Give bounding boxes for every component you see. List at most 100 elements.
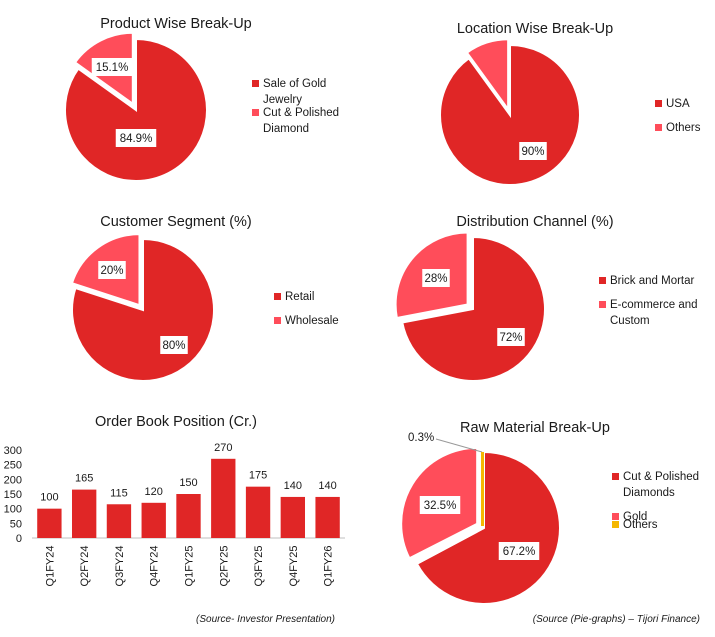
product-legend-label-1: Cut & Polished [263, 107, 339, 119]
distribution-slice-label-1: 28% [424, 273, 447, 285]
customer-legend-swatch-0 [274, 293, 281, 300]
product-slice-label-1-box [91, 58, 133, 76]
location-slice-label-0: 90% [521, 146, 544, 158]
location-chart: Location Wise Break-Up 90% USA Others [439, 21, 701, 186]
rawmaterial-slice-2-sliver [481, 452, 484, 526]
y-tick-label: 0 [16, 533, 22, 545]
bar-value-label: 140 [284, 480, 302, 492]
product-slice-0 [64, 37, 208, 182]
bar-value-label: 140 [318, 480, 336, 492]
location-legend-label-0: USA [666, 98, 690, 110]
bar-Q4FY24 [141, 502, 166, 538]
rawmaterial-slice-label-1: 32.5% [424, 500, 457, 512]
bar-Q4FY25 [280, 496, 306, 538]
rawmaterial-slice-label-1-box [419, 496, 461, 514]
product-legend-label-1: Diamond [263, 123, 309, 135]
distribution-legend-swatch-0 [599, 277, 606, 284]
location-slice-0 [439, 43, 581, 186]
product-slice-label-0: 84.9% [120, 133, 153, 145]
rawmaterial-slice-label-2: 0.3% [408, 432, 434, 444]
y-tick-label: 300 [4, 445, 22, 457]
y-tick-label: 50 [10, 518, 22, 530]
customer-legend-swatch-1 [274, 317, 281, 324]
product-legend-swatch-1 [252, 109, 259, 116]
distribution-legend-label-0: Brick and Mortar [610, 275, 695, 287]
x-tick-label: Q1FY24 [44, 546, 56, 587]
location-legend-swatch-0 [655, 100, 662, 107]
bar-value-label: 175 [249, 470, 267, 482]
rawmaterial-title: Raw Material Break-Up [460, 420, 610, 436]
y-tick-label: 100 [4, 504, 22, 516]
x-tick-label: Q2FY24 [79, 546, 91, 587]
rawmaterial-legend-swatch-1 [612, 513, 619, 520]
bar-value-label: 270 [214, 442, 232, 454]
customer-slice-label-0-box [160, 336, 188, 354]
location-legend-swatch-1 [655, 124, 662, 131]
bar-value-label: 150 [179, 477, 197, 489]
x-tick-label: Q1FY25 [184, 546, 196, 587]
bar-Q3FY25 [245, 486, 271, 538]
bar-value-label: 120 [145, 486, 163, 498]
bar-Q3FY24 [106, 504, 132, 538]
customer-legend-label-1: Wholesale [285, 315, 339, 327]
rawmaterial-legend-swatch-0 [612, 473, 619, 480]
location-slice-label-0-box [519, 142, 547, 160]
orderbook-title: Order Book Position (Cr.) [95, 414, 257, 430]
product-title: Product Wise Break-Up [100, 16, 252, 32]
distribution-chart: Distribution Channel (%) 72% Brick and Mor… [394, 214, 698, 382]
bar-value-label: 165 [75, 473, 93, 485]
customer-legend-label-0: Retail [285, 291, 314, 303]
customer-title: Customer Segment (%) [100, 214, 252, 230]
y-tick-label: 150 [4, 489, 22, 501]
bar-Q2FY24 [71, 489, 97, 538]
bar-Q1FY25 [176, 494, 201, 538]
customer-slice-label-0: 80% [162, 340, 185, 352]
x-tick-label: Q1FY26 [323, 546, 335, 587]
rawmaterial-slice-label-0-box [498, 542, 540, 560]
y-tick-label: 250 [4, 460, 22, 472]
product-legend-label-0: Jewelry [263, 94, 302, 106]
orderbook-chart: Order Book Position (Cr.) 0 50 100 150 200 250… [4, 414, 345, 586]
distribution-legend-label-1: Custom [610, 315, 650, 327]
rawmaterial-legend-label-1: Gold [623, 511, 647, 523]
x-tick-label: Q3FY25 [253, 546, 265, 587]
x-tick-label: Q3FY24 [114, 546, 126, 587]
distribution-legend-swatch-1 [599, 301, 606, 308]
customer-chart: Customer Segment (%) 80% Retail 20% Wholesal… [70, 214, 339, 382]
bar-Q1FY24 [37, 508, 62, 538]
rawmaterial-slice-2 [407, 530, 478, 569]
distribution-title: Distribution Channel (%) [456, 214, 613, 230]
x-tick-label: Q4FY24 [149, 546, 161, 587]
rawmaterial-slice-0 [415, 450, 561, 605]
distribution-slice-label-0-box [497, 328, 525, 346]
x-tick-label: Q4FY25 [288, 546, 300, 587]
customer-slice-label-1-box [98, 261, 126, 279]
rawmaterial-slice-label-0: 67.2% [503, 546, 536, 558]
bar-Q1FY26 [315, 496, 340, 538]
bar-Q2FY25 [211, 458, 236, 538]
rawmaterial-leader-line [435, 438, 483, 453]
distribution-legend-label-1: E-commerce and [610, 299, 698, 311]
location-slice-1 [465, 38, 510, 113]
y-tick-label: 200 [4, 474, 22, 486]
product-slice-label-1: 15.1% [96, 62, 129, 74]
source-right: (Source (Pie-graphs) – Tijori Finance) [533, 614, 700, 625]
product-chart: Product Wise Break-Up 84.9% Sale of Gold Je… [64, 16, 339, 182]
product-legend-swatch-0 [252, 80, 259, 87]
bar-value-label: 115 [110, 487, 128, 499]
distribution-slice-label-1-box [422, 269, 450, 287]
customer-slice-label-1: 20% [100, 265, 123, 277]
rawmaterial-legend-swatch-2 [612, 521, 619, 528]
source-left: (Source- Investor Presentation) [196, 614, 335, 625]
location-title: Location Wise Break-Up [457, 21, 613, 37]
rawmaterial-legend-label-0: Diamonds [623, 487, 675, 499]
rawmaterial-legend-label-0: Cut & Polished [623, 471, 699, 483]
x-tick-label: Q2FY25 [218, 546, 230, 587]
product-legend-label-0: Sale of Gold [263, 78, 326, 90]
distribution-slice-label-0: 72% [499, 332, 522, 344]
location-legend-label-1: Others [666, 122, 701, 134]
rawmaterial-legend-label-2: Others [623, 519, 658, 531]
rawmaterial-chart: Raw Material Break-Up 67.2% Cut & Polished… [400, 420, 699, 605]
product-slice-label-0-box [115, 129, 157, 147]
bar-value-label: 100 [40, 492, 58, 504]
